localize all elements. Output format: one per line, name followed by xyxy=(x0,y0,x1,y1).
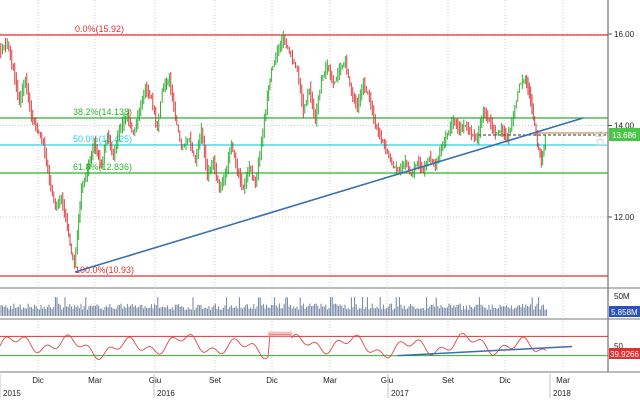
x-tick-label: Dic xyxy=(32,376,44,385)
last-price-tag xyxy=(609,128,640,141)
volume-bars xyxy=(0,297,548,316)
y-tick-label: 12.00 xyxy=(614,213,635,222)
y-tick-label: 16.00 xyxy=(614,30,635,39)
x-tick-label: Giu xyxy=(149,376,161,385)
volume-scale-label: 50M xyxy=(614,292,630,301)
x-tick-label: Dic xyxy=(499,376,511,385)
volume-last-tag xyxy=(609,306,640,317)
rsi-tick-label: 50 xyxy=(614,342,623,351)
trendline-main xyxy=(74,117,584,273)
fib-label: 100.0%(10.93) xyxy=(75,265,134,275)
volume-last-label: 5.858M xyxy=(611,308,638,317)
year-label: 2016 xyxy=(157,389,175,398)
fib-label: 38.2%(14.138) xyxy=(73,107,132,117)
x-tick-label: Set xyxy=(442,376,455,385)
year-label: 2018 xyxy=(553,389,571,398)
year-label: 2015 xyxy=(3,389,21,398)
x-tick-label: Giu xyxy=(381,376,393,385)
fib-label: 0.0%(15.92) xyxy=(75,24,124,34)
rsi-last-label: 39.9266 xyxy=(610,350,639,359)
y-tick-label: 14.00 xyxy=(614,122,635,131)
x-tick-label: Dic xyxy=(266,376,278,385)
candles-group xyxy=(0,31,546,269)
watermark-text: p6 xyxy=(591,130,607,146)
x-tick-label: Set xyxy=(209,376,222,385)
rsi-overbought-fill xyxy=(268,331,292,337)
rsi-last-tag xyxy=(609,348,640,359)
x-tick-label: Mar xyxy=(323,376,337,385)
fib-label: 50.0%(13.425) xyxy=(73,134,132,144)
x-tick-label: Mar xyxy=(88,376,102,385)
rsi-trendline xyxy=(397,345,573,357)
year-label: 2017 xyxy=(391,389,409,398)
x-tick-label: Mar xyxy=(556,376,570,385)
last-price-label: 13.686 xyxy=(612,131,637,140)
